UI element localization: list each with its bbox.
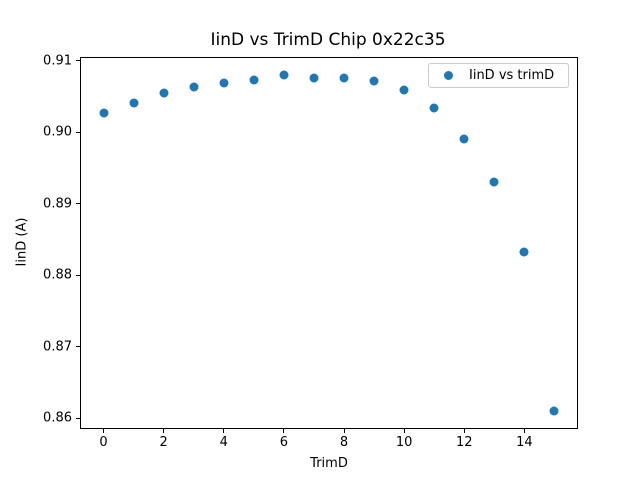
- x-tick-label: 14: [516, 435, 533, 450]
- data-point: [339, 73, 349, 83]
- y-axis-label: IinD (A): [14, 217, 30, 267]
- legend-marker-icon: [444, 71, 453, 80]
- y-tick-label: 0.90: [43, 124, 72, 140]
- y-tick: [76, 417, 80, 419]
- x-tick: [463, 429, 465, 433]
- x-tick-label: 6: [279, 435, 289, 450]
- data-point: [549, 406, 559, 416]
- data-point: [159, 88, 169, 98]
- x-axis-label: TrimD: [310, 456, 348, 471]
- x-tick-label: 4: [219, 435, 228, 450]
- x-tick-label: 2: [159, 435, 168, 450]
- y-tick-label: 0.89: [43, 196, 72, 212]
- data-point: [219, 78, 229, 88]
- data-point: [129, 98, 139, 108]
- data-point: [189, 82, 199, 92]
- x-tick: [403, 429, 405, 433]
- plot-area: TrimD 0 2 4 6 8 10 12 14 0.86 0.87 0.88 0.89 0.90 0.9…: [43, 53, 578, 471]
- data-point: [399, 85, 409, 95]
- x-tick: [523, 429, 525, 433]
- x-tick: [163, 429, 165, 433]
- x-tick-label: 10: [395, 435, 413, 450]
- data-point: [249, 75, 259, 85]
- y-tick: [76, 60, 80, 62]
- chart-title: IinD vs TrimD Chip 0x22c35: [210, 30, 446, 50]
- legend: IinD vs trimD: [428, 63, 569, 88]
- data-point: [519, 247, 529, 257]
- x-tick: [343, 429, 345, 433]
- y-tick-label: 0.86: [43, 410, 72, 426]
- x-tick-label: 0: [99, 435, 108, 450]
- data-point: [99, 108, 109, 118]
- y-tick: [76, 274, 80, 276]
- data-point: [429, 103, 439, 113]
- x-tick-label: 12: [455, 435, 473, 450]
- y-tick-label: 0.88: [43, 267, 72, 283]
- y-tick-label: 0.87: [43, 339, 72, 355]
- data-point: [279, 70, 289, 80]
- y-tick-label: 0.91: [43, 53, 72, 69]
- y-tick: [76, 346, 80, 348]
- x-tick: [103, 429, 105, 433]
- data-point: [309, 73, 319, 83]
- data-point: [459, 134, 469, 144]
- y-tick: [76, 203, 80, 205]
- x-tick-label: 8: [339, 435, 349, 450]
- x-tick: [223, 429, 225, 433]
- data-point: [369, 76, 379, 86]
- y-tick: [76, 131, 80, 133]
- x-tick: [283, 429, 285, 433]
- data-point: [489, 177, 499, 187]
- legend-label: IinD vs trimD: [469, 68, 555, 83]
